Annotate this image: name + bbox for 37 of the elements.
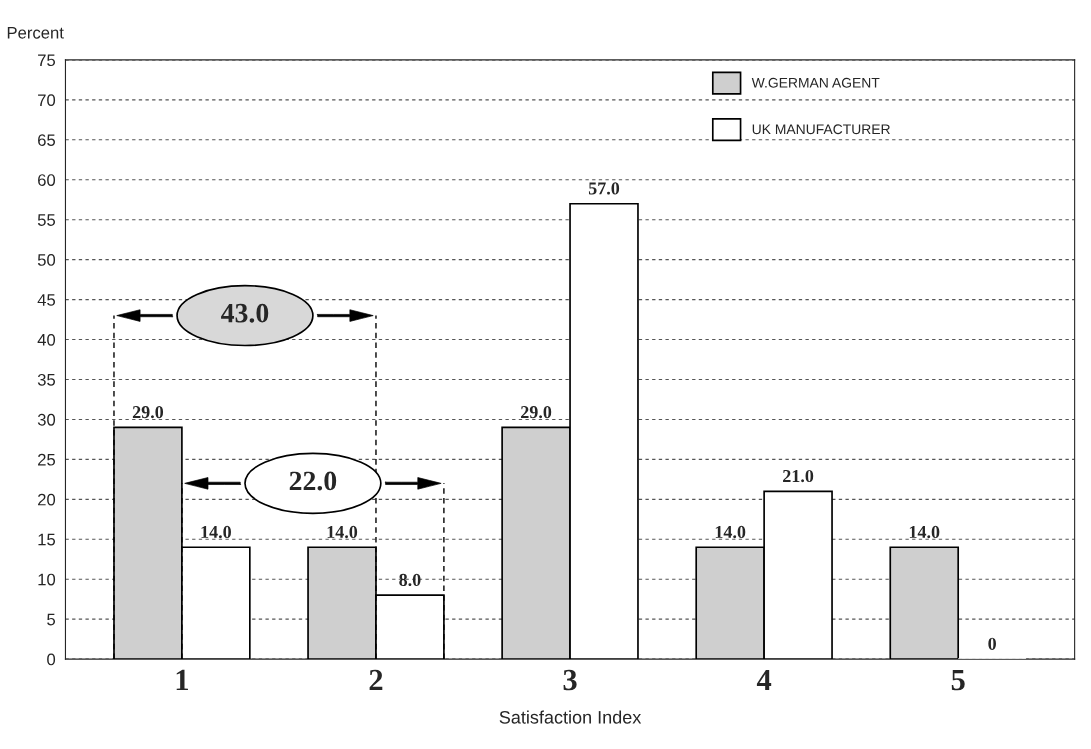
y-tick-label: 65 <box>38 134 56 147</box>
y-tick-label: 70 <box>38 94 56 107</box>
data-label: 14.0 <box>327 525 358 539</box>
data-label: 14.0 <box>201 525 231 539</box>
x-tick-label: 5 <box>951 670 965 691</box>
y-tick-label: 50 <box>37 254 56 266</box>
y-tick-label: 20 <box>38 493 56 506</box>
x-tick-label: 2 <box>369 669 383 691</box>
y-tick-label: 55 <box>37 214 56 226</box>
x-tick-label: 1 <box>176 669 188 691</box>
data-label: 21.0 <box>783 469 814 483</box>
data-label: 29.0 <box>521 406 552 419</box>
x-tick-label: 3 <box>563 669 577 691</box>
data-label: 14.0 <box>909 525 940 539</box>
data-label: 8.0 <box>399 573 421 587</box>
y-tick-label: 35 <box>37 373 56 386</box>
y-tick-label: 40 <box>37 333 56 346</box>
y-tick-label: 0 <box>47 653 56 666</box>
y-tick-label: 10 <box>38 573 56 586</box>
y-tick-label: 30 <box>37 413 56 426</box>
legend-label: UK MANUFACTURER <box>752 124 890 135</box>
y-tick-label: 45 <box>37 294 56 306</box>
data-label: 14.0 <box>715 525 746 539</box>
x-axis-title: Satisfaction Index <box>499 710 642 724</box>
legend-label: W.GERMAN AGENT <box>751 77 880 88</box>
y-tick-label: 75 <box>38 54 56 67</box>
data-label: 29.0 <box>132 406 164 419</box>
y-tick-label: 60 <box>38 174 56 186</box>
data-label: 0 <box>988 637 996 650</box>
y-axis-title: Percent <box>7 27 64 39</box>
y-tick-label: 5 <box>47 613 56 626</box>
annotation: 22.0 <box>289 471 337 491</box>
x-tick-label: 4 <box>756 669 772 691</box>
y-tick-label: 15 <box>38 533 56 546</box>
annotation: 43.0 <box>221 303 269 323</box>
y-tick-label: 25 <box>38 453 56 466</box>
data-label: 57.0 <box>588 182 620 195</box>
